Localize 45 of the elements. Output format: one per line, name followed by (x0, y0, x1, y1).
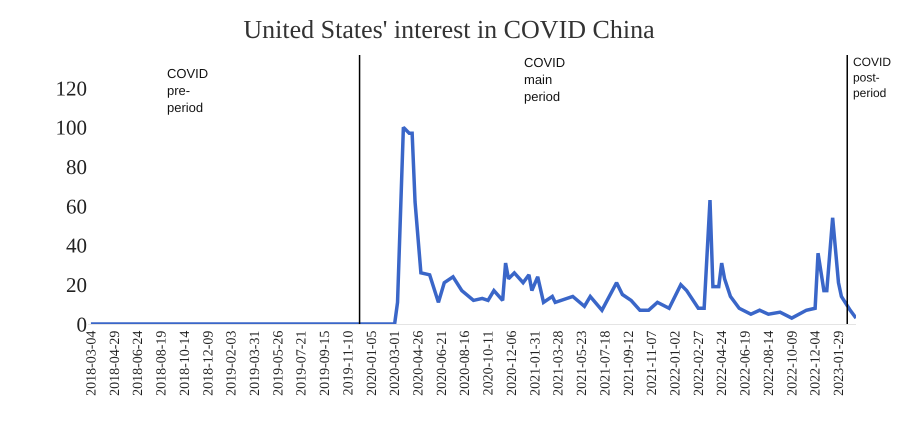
line-series (89, 126, 856, 324)
x-tick-label: 2020-03-01 (388, 330, 404, 396)
x-tick-label: 2019-02-03 (224, 330, 240, 396)
x-tick-label: 2022-12-04 (808, 330, 824, 396)
x-tick-label: 2021-01-31 (528, 330, 544, 396)
x-tick-label: 2022-01-02 (668, 330, 684, 396)
x-tick-label: 2020-04-26 (412, 330, 427, 396)
x-tick-label: 2020-06-21 (434, 330, 450, 396)
x-tick-label: 2020-08-16 (458, 330, 474, 396)
x-tick-label: 2019-07-21 (294, 330, 310, 396)
x-tick-label: 2018-04-29 (108, 330, 123, 396)
y-tick-label: 0 (76, 312, 87, 336)
y-tick-label: 80 (66, 155, 87, 180)
x-tick-label: 2021-11-07 (645, 330, 660, 396)
x-tick-label: 2022-02-27 (692, 330, 707, 396)
x-tick-label: 2019-11-10 (341, 330, 356, 396)
x-tick-label: 2021-05-23 (575, 330, 590, 396)
x-tick-label: 2018-06-24 (131, 330, 146, 396)
annotation: COVID main period (524, 55, 566, 104)
x-tick-label: 2020-01-05 (364, 330, 380, 396)
x-tick-label: 2021-09-12 (622, 330, 637, 396)
x-tick-label: 2019-05-26 (271, 330, 286, 396)
x-tick-label: 2020-10-11 (482, 330, 497, 396)
x-tick-label: 2022-04-24 (715, 330, 730, 396)
annotation: COVID post-period (853, 55, 892, 100)
x-tick-label: 2019-09-15 (318, 330, 334, 396)
y-tick-label: 100 (56, 116, 87, 140)
x-tick-label: 2022-08-14 (762, 330, 777, 396)
x-tick-label: 2021-03-28 (552, 330, 567, 396)
y-tick-label: 120 (56, 76, 87, 100)
x-tick-label: 2023-01-29 (832, 330, 848, 396)
x-tick-label: 2018-08-19 (154, 330, 170, 396)
y-tick-label: 40 (66, 234, 87, 258)
chart-title: United States' interest in COVID China (243, 15, 656, 44)
x-tick-label: 2022-06-19 (738, 330, 754, 396)
x-tick-label: 2022-10-09 (785, 330, 800, 396)
x-tick-label: 2018-10-14 (178, 330, 193, 396)
x-tick-label: 2020-12-06 (504, 330, 520, 396)
x-tick-label: 2018-12-09 (201, 330, 216, 396)
x-tick-label: 2019-03-31 (248, 330, 263, 396)
annotation: COVID pre-period (167, 66, 208, 115)
x-tick-label: 2018-03-04 (84, 330, 100, 396)
y-tick-label: 60 (66, 194, 87, 218)
x-tick-label: 2021-07-18 (598, 330, 614, 396)
y-tick-label: 20 (66, 273, 87, 298)
